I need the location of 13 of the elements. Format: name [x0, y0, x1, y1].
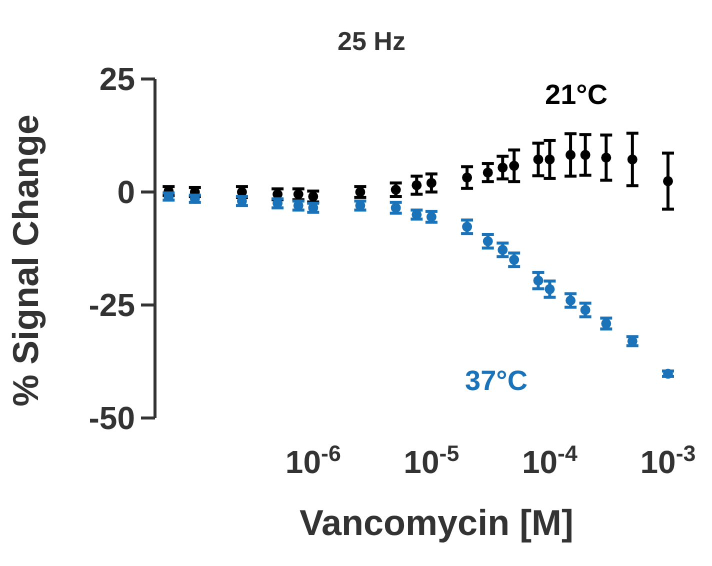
y-tick-label: -25 [88, 287, 135, 324]
y-axis-title: % Signal Change [5, 114, 46, 407]
y-tick-label: 0 [117, 174, 135, 210]
x-tick-label: 10$^{-3}$ [640, 440, 696, 480]
text: 37°C [465, 365, 528, 396]
x-tick-label: 10$^{-6}$ [285, 440, 341, 480]
x-tick-label: 10$^{-4}$ [522, 440, 578, 480]
x-axis-title: Vancomycin [M] [299, 502, 574, 543]
series-label: 21°C [545, 79, 608, 110]
y-tick-label: 25 [99, 61, 135, 98]
chart-title: 25 Hz [338, 26, 406, 56]
x-tick-label: 10$^{-5}$ [404, 440, 460, 480]
y-tick-label: -50 [88, 400, 135, 436]
